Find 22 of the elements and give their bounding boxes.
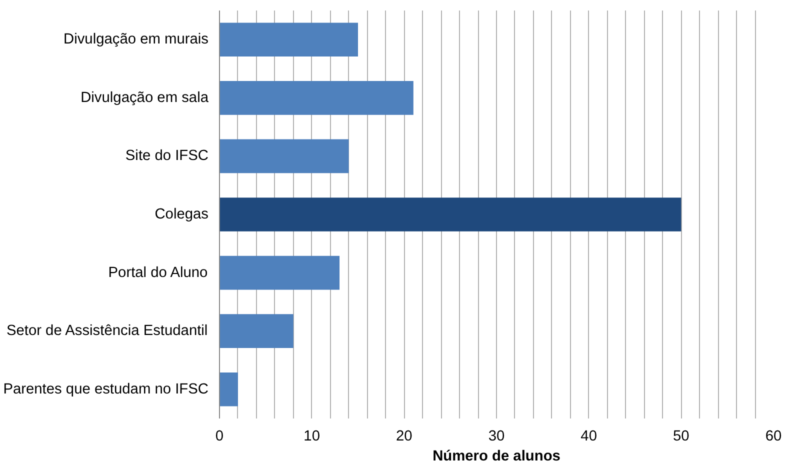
y-tick-label: Site do IFSC bbox=[125, 148, 209, 164]
bar bbox=[220, 81, 414, 115]
x-tick-label: 60 bbox=[765, 428, 782, 444]
y-tick-label: Setor de Assistência Estudantil bbox=[6, 323, 208, 340]
x-tick-label: 0 bbox=[215, 428, 224, 444]
x-tick-label: 40 bbox=[580, 428, 597, 444]
y-tick-label: Portal do Aluno bbox=[108, 264, 208, 281]
bar bbox=[220, 372, 238, 406]
bar bbox=[220, 256, 340, 290]
x-tick-label: 20 bbox=[396, 428, 412, 444]
bar bbox=[220, 22, 358, 57]
y-tick-label: Divulgação em murais bbox=[64, 32, 209, 48]
x-tick-label: 30 bbox=[488, 428, 505, 444]
y-tick-label: Colegas bbox=[154, 206, 209, 222]
bar bbox=[220, 314, 294, 348]
x-axis-title: Número de alunos bbox=[432, 448, 560, 464]
bar bbox=[220, 139, 349, 174]
y-tick-label: Divulgação em sala bbox=[80, 90, 210, 106]
bar bbox=[220, 198, 682, 232]
x-tick-label: 10 bbox=[304, 428, 320, 444]
y-tick-label: Parentes que estudam no IFSC bbox=[3, 381, 209, 398]
x-tick-label: 50 bbox=[673, 428, 690, 444]
